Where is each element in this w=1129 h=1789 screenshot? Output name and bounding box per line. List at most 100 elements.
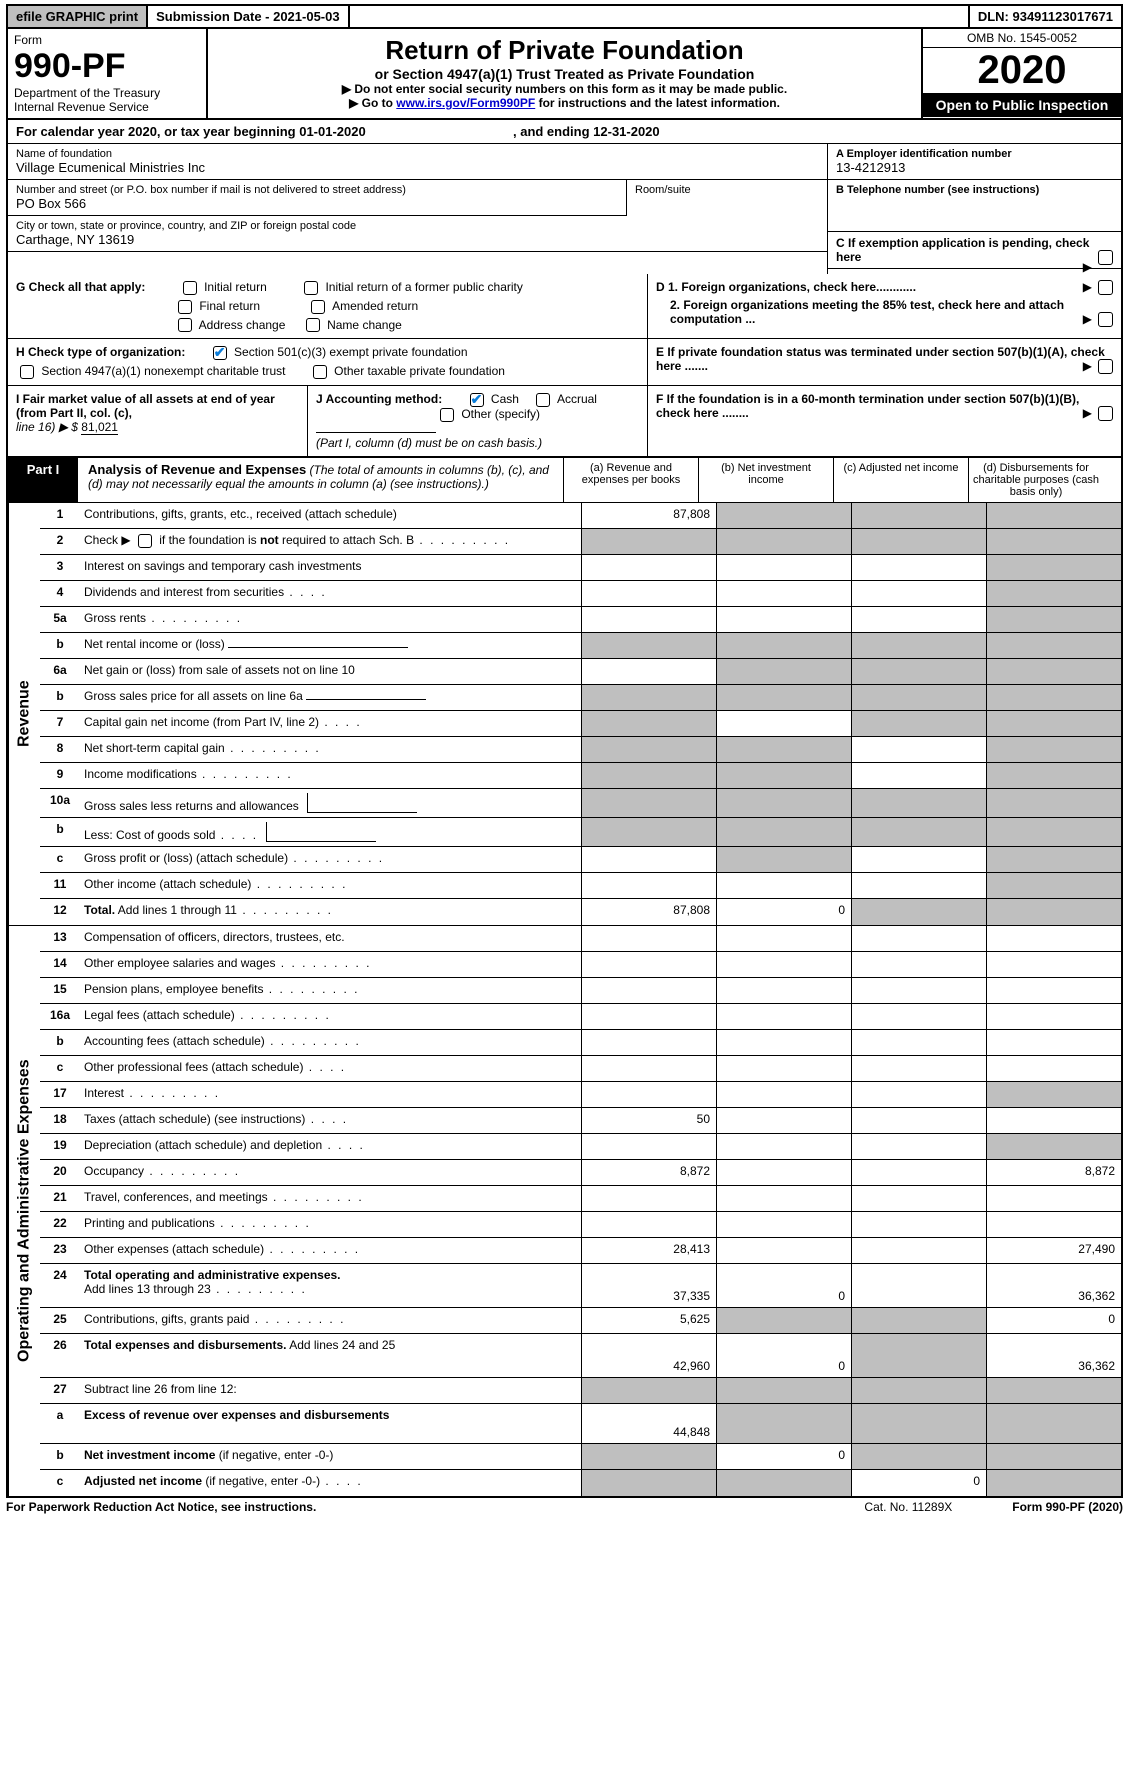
line-26: 26Total expenses and disbursements. Add … bbox=[40, 1334, 1121, 1378]
other-taxable-checkbox[interactable] bbox=[313, 365, 327, 379]
form-title: Return of Private Foundation bbox=[214, 35, 915, 66]
city-cell: City or town, state or province, country… bbox=[8, 216, 827, 252]
amended-return-checkbox[interactable] bbox=[311, 300, 325, 314]
form-note-1: ▶ Do not enter social security numbers o… bbox=[214, 82, 915, 96]
part-1-header: Part I Analysis of Revenue and Expenses … bbox=[6, 458, 1123, 503]
line-14: 14Other employee salaries and wages bbox=[40, 952, 1121, 978]
paperwork-notice: For Paperwork Reduction Act Notice, see … bbox=[6, 1500, 316, 1514]
line-22: 22Printing and publications bbox=[40, 1212, 1121, 1238]
form-name: 990-PF bbox=[14, 47, 200, 86]
irs-link[interactable]: www.irs.gov/Form990PF bbox=[396, 96, 535, 110]
other-method-checkbox[interactable] bbox=[440, 408, 454, 422]
h-checks: H Check type of organization: Section 50… bbox=[8, 339, 648, 385]
part-1-tab: Part I bbox=[8, 458, 78, 502]
line-12: 12Total. Add lines 1 through 11 87,8080 bbox=[40, 899, 1121, 925]
501c3-checkbox[interactable] bbox=[213, 346, 227, 360]
f-check-cell: F If the foundation is in a 60-month ter… bbox=[648, 386, 1121, 456]
line-27c: cAdjusted net income (if negative, enter… bbox=[40, 1470, 1121, 1496]
foundation-info: Name of foundation Village Ecumenical Mi… bbox=[6, 144, 1123, 274]
submission-date: Submission Date - 2021-05-03 bbox=[148, 6, 350, 27]
line-10c: cGross profit or (loss) (attach schedule… bbox=[40, 847, 1121, 873]
initial-former-checkbox[interactable] bbox=[304, 281, 318, 295]
line-7: 7Capital gain net income (from Part IV, … bbox=[40, 711, 1121, 737]
final-return-checkbox[interactable] bbox=[178, 300, 192, 314]
address-change-checkbox[interactable] bbox=[178, 318, 192, 332]
line-16b: bAccounting fees (attach schedule) bbox=[40, 1030, 1121, 1056]
line-27b: bNet investment income (if negative, ent… bbox=[40, 1444, 1121, 1470]
name-change-checkbox[interactable] bbox=[306, 318, 320, 332]
line-13: 13Compensation of officers, directors, t… bbox=[40, 926, 1121, 952]
line-27: 27Subtract line 26 from line 12: bbox=[40, 1378, 1121, 1404]
line-11: 11Other income (attach schedule) bbox=[40, 873, 1121, 899]
exemption-checkbox[interactable] bbox=[1098, 250, 1113, 265]
d-checks: D 1. Foreign organizations, check here..… bbox=[648, 274, 1121, 338]
room-suite-cell: Room/suite bbox=[627, 180, 827, 216]
phone-cell: B Telephone number (see instructions) bbox=[828, 180, 1121, 232]
line-18: 18Taxes (attach schedule) (see instructi… bbox=[40, 1108, 1121, 1134]
form-ref: Form 990-PF (2020) bbox=[1012, 1500, 1123, 1514]
catalog-number: Cat. No. 11289X bbox=[864, 1500, 952, 1514]
foreign-85-checkbox[interactable] bbox=[1098, 312, 1113, 327]
line-6b: bGross sales price for all assets on lin… bbox=[40, 685, 1121, 711]
4947-checkbox[interactable] bbox=[20, 365, 34, 379]
revenue-section: Revenue 1Contributions, gifts, grants, e… bbox=[6, 503, 1123, 926]
line-20: 20Occupancy 8,8728,872 bbox=[40, 1160, 1121, 1186]
dept-treasury: Department of the Treasury bbox=[14, 86, 200, 100]
accounting-method-cell: J Accounting method: Cash Accrual Other … bbox=[308, 386, 648, 456]
irs-label: Internal Revenue Service bbox=[14, 100, 200, 114]
form-word: Form bbox=[14, 33, 200, 47]
line-23: 23Other expenses (attach schedule) 28,41… bbox=[40, 1238, 1121, 1264]
sch-b-checkbox[interactable] bbox=[138, 534, 152, 548]
line-16a: 16aLegal fees (attach schedule) bbox=[40, 1004, 1121, 1030]
dln-number: DLN: 93491123017671 bbox=[968, 6, 1121, 27]
tax-year: 2020 bbox=[923, 48, 1121, 93]
e-check: E If private foundation status was termi… bbox=[648, 339, 1121, 385]
form-note-2: ▶ Go to www.irs.gov/Form990PF for instru… bbox=[214, 96, 915, 110]
line-17: 17Interest bbox=[40, 1082, 1121, 1108]
line-6a: 6aNet gain or (loss) from sale of assets… bbox=[40, 659, 1121, 685]
col-c-header: (c) Adjusted net income bbox=[833, 458, 968, 502]
line-8: 8Net short-term capital gain bbox=[40, 737, 1121, 763]
line-24: 24Total operating and administrative exp… bbox=[40, 1264, 1121, 1308]
check-section-1: G Check all that apply: Initial return I… bbox=[6, 274, 1123, 339]
line-15: 15Pension plans, employee benefits bbox=[40, 978, 1121, 1004]
header-right: OMB No. 1545-0052 2020 Open to Public In… bbox=[921, 29, 1121, 118]
line-5a: 5aGross rents bbox=[40, 607, 1121, 633]
efile-print-button[interactable]: efile GRAPHIC print bbox=[8, 6, 148, 27]
accrual-checkbox[interactable] bbox=[536, 393, 550, 407]
page-footer: For Paperwork Reduction Act Notice, see … bbox=[6, 1500, 1123, 1514]
g-checks: G Check all that apply: Initial return I… bbox=[8, 274, 648, 338]
top-bar: efile GRAPHIC print Submission Date - 20… bbox=[6, 4, 1123, 29]
line-9: 9Income modifications bbox=[40, 763, 1121, 789]
address-cell: Number and street (or P.O. box number if… bbox=[8, 180, 627, 216]
part-1-desc: Analysis of Revenue and Expenses (The to… bbox=[78, 458, 563, 502]
line-16c: cOther professional fees (attach schedul… bbox=[40, 1056, 1121, 1082]
exemption-pending-cell: C If exemption application is pending, c… bbox=[828, 232, 1121, 269]
line-25: 25Contributions, gifts, grants paid 5,62… bbox=[40, 1308, 1121, 1334]
col-a-header: (a) Revenue and expenses per books bbox=[563, 458, 698, 502]
line-19: 19Depreciation (attach schedule) and dep… bbox=[40, 1134, 1121, 1160]
line-3: 3Interest on savings and temporary cash … bbox=[40, 555, 1121, 581]
calendar-year-row: For calendar year 2020, or tax year begi… bbox=[6, 120, 1123, 144]
expenses-section: Operating and Administrative Expenses 13… bbox=[6, 926, 1123, 1498]
fmv-cell: I Fair market value of all assets at end… bbox=[8, 386, 308, 456]
line-5b: bNet rental income or (loss) bbox=[40, 633, 1121, 659]
revenue-side-label: Revenue bbox=[8, 503, 40, 925]
foundation-name-cell: Name of foundation Village Ecumenical Mi… bbox=[8, 144, 827, 180]
form-header: Form 990-PF Department of the Treasury I… bbox=[6, 29, 1123, 120]
terminated-checkbox[interactable] bbox=[1098, 359, 1113, 374]
foreign-org-checkbox[interactable] bbox=[1098, 280, 1113, 295]
expenses-side-label: Operating and Administrative Expenses bbox=[8, 926, 40, 1496]
omb-number: OMB No. 1545-0052 bbox=[923, 29, 1121, 48]
header-center: Return of Private Foundation or Section … bbox=[208, 29, 921, 118]
ein-cell: A Employer identification number 13-4212… bbox=[828, 144, 1121, 180]
line-1: 1Contributions, gifts, grants, etc., rec… bbox=[40, 503, 1121, 529]
col-b-header: (b) Net investment income bbox=[698, 458, 833, 502]
check-section-2: H Check type of organization: Section 50… bbox=[6, 339, 1123, 386]
line-10a: 10aGross sales less returns and allowanc… bbox=[40, 789, 1121, 818]
initial-return-checkbox[interactable] bbox=[183, 281, 197, 295]
line-21: 21Travel, conferences, and meetings bbox=[40, 1186, 1121, 1212]
cash-checkbox[interactable] bbox=[470, 393, 484, 407]
header-left: Form 990-PF Department of the Treasury I… bbox=[8, 29, 208, 118]
60month-checkbox[interactable] bbox=[1098, 406, 1113, 421]
